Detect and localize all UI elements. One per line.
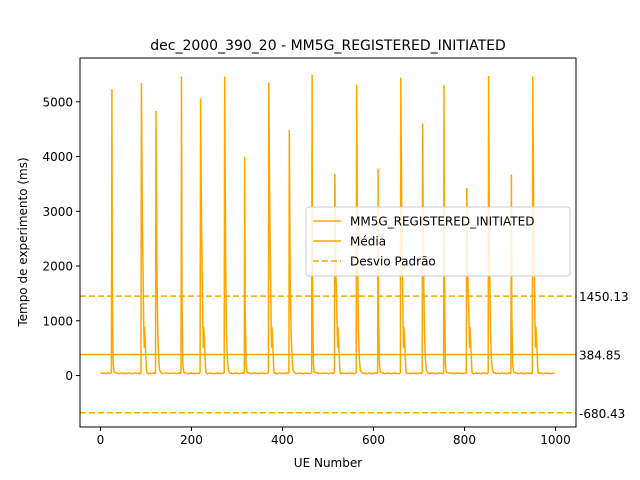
legend-box [305,206,571,277]
hline-label-0: 384.85 [579,348,621,362]
chart-title: dec_2000_390_20 - MM5G_REGISTERED_INITIA… [150,38,506,54]
plot-area: 384.85 1450.13 -680.43 [80,74,629,421]
legend-label-2: Desvio Padrão [350,255,436,269]
x-tick-label-3: 600 [362,433,385,447]
series-point-0 [111,88,113,91]
series-point-5 [223,76,226,78]
series-point-6 [243,156,246,159]
x-tick-label-4: 800 [453,433,476,447]
series-point-10 [334,173,336,176]
series-point-15 [443,85,445,87]
y-axis-label: Tempo de experimento (ms) [16,157,30,327]
series-point-18 [510,174,513,176]
x-tick-label-2: 400 [271,433,294,447]
y-tick-label-3: 3000 [42,205,73,219]
x-tick-label-1: 200 [180,433,203,447]
series-point-14 [421,123,424,126]
series-point-9 [311,74,313,77]
series-point-2 [155,110,157,113]
series-point-19 [531,76,534,78]
hline-labels: 384.85 1450.13 -680.43 [579,290,629,421]
series-point-4 [199,98,202,100]
series-line [100,74,555,375]
series-point-12 [377,168,379,171]
plot-clipped-group [80,74,576,414]
axes: 0 200 400 600 800 1000 0 1000 2000 3000 4000 5000 [42,95,570,447]
x-tick-label-5: 1000 [540,433,571,447]
axes-frame [79,57,577,428]
series-point-16 [465,188,468,190]
legend-label-0: MM5G_REGISTERED_INITIATED [350,215,534,229]
series-point-13 [400,77,402,80]
x-tick-label-0: 0 [97,433,105,447]
y-tick-label-1: 1000 [42,314,73,328]
legend: MM5G_REGISTERED_INITIATED Média Desvio Pad… [305,206,571,277]
hline-label-1: 1450.13 [579,290,629,304]
y-tick-label-0: 0 [65,369,73,383]
hline-label-2: -680.43 [579,407,625,421]
series-point-11 [355,84,358,87]
x-axis-label: UE Number [294,456,362,470]
series-point-1 [140,82,143,85]
series-point-17 [487,75,490,78]
legend-label-1: Média [350,235,386,249]
y-tick-label-4: 4000 [42,150,73,164]
y-tick-label-5: 5000 [42,95,73,109]
series-point-3 [180,76,183,78]
series-point-7 [268,82,270,84]
y-tick-label-2: 2000 [42,260,73,274]
series-point-8 [288,130,291,132]
